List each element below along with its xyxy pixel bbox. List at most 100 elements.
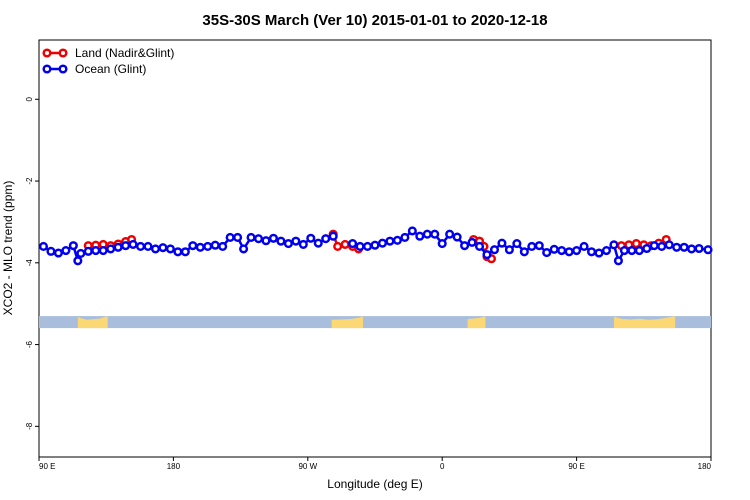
legend-marker-0-b bbox=[58, 48, 68, 58]
series-1 bbox=[38, 226, 713, 266]
series-1-point bbox=[512, 239, 522, 249]
series-1-point bbox=[579, 241, 589, 252]
series-1-point bbox=[527, 241, 537, 252]
series-1-point bbox=[482, 250, 492, 260]
series-1-point bbox=[437, 239, 447, 249]
series-1-point bbox=[679, 242, 689, 252]
series-1-point bbox=[233, 232, 243, 243]
series-1-point bbox=[400, 232, 410, 243]
series-1-point bbox=[542, 248, 552, 258]
legend-label-0: Land (Nadir&Glint) bbox=[75, 46, 174, 60]
series-1-point bbox=[46, 246, 56, 256]
series-1-point bbox=[460, 241, 470, 251]
x-tick-label-5: 180 bbox=[698, 462, 712, 471]
series-1-point bbox=[694, 243, 704, 254]
series-1-point bbox=[61, 245, 71, 256]
x-tick-label-4: 90 E bbox=[568, 462, 584, 471]
series-1-point bbox=[627, 245, 637, 256]
y-axis-label: XCO2 - MLO trend (ppm) bbox=[1, 181, 15, 316]
series-1-point bbox=[128, 239, 138, 249]
series-1-point bbox=[355, 241, 365, 252]
land-segment-1 bbox=[331, 316, 364, 329]
series-1-point bbox=[549, 244, 559, 254]
land-segment-3 bbox=[613, 316, 676, 329]
x-tick-label-0: 90 E bbox=[39, 462, 55, 471]
series-1-point bbox=[430, 229, 440, 239]
series-1-point bbox=[362, 241, 373, 252]
x-axis: 90 E 180 90 W 0 90 E 180 bbox=[38, 457, 712, 471]
chart-title: 35S-30S March (Ver 10) 2015-01-01 to 202… bbox=[202, 12, 547, 29]
series-1-point bbox=[415, 231, 425, 241]
series-1-point bbox=[586, 247, 597, 257]
series-1-point bbox=[377, 238, 388, 248]
series-1-point bbox=[534, 241, 544, 251]
series-1-point bbox=[283, 239, 293, 249]
series-1-point bbox=[218, 241, 228, 252]
series-1-point bbox=[687, 244, 697, 254]
series-1-point bbox=[609, 240, 619, 250]
x-axis-label: Longitude (deg E) bbox=[327, 477, 422, 491]
y-tick-label-2: -4 bbox=[25, 259, 34, 267]
series-1-point bbox=[225, 232, 235, 243]
y-tick-label-4: -8 bbox=[25, 422, 34, 430]
legend-label-1: Ocean (Glint) bbox=[75, 62, 146, 76]
series-1-point bbox=[298, 239, 308, 249]
series-1-point bbox=[452, 232, 462, 242]
series-1-point bbox=[348, 239, 358, 249]
series-1-point bbox=[98, 245, 108, 256]
series-1-point bbox=[321, 234, 331, 244]
series-1-point bbox=[239, 244, 249, 254]
series-1-point bbox=[370, 240, 380, 250]
series-1-point bbox=[121, 241, 131, 251]
series-1-point bbox=[672, 242, 682, 252]
series-1-point bbox=[180, 247, 190, 257]
y-tick-label-1: -2 bbox=[25, 177, 34, 185]
series-1-point bbox=[392, 235, 402, 245]
series-1-point bbox=[649, 241, 659, 251]
series-1-point bbox=[261, 236, 271, 246]
series-1-point bbox=[188, 241, 198, 251]
series-1-point bbox=[328, 231, 338, 241]
series-1-point bbox=[422, 229, 432, 239]
x-tick-label-3: 0 bbox=[440, 462, 445, 471]
series-layer bbox=[38, 226, 713, 266]
series-1-point bbox=[313, 238, 323, 248]
series-1-point bbox=[489, 245, 500, 255]
series-1-point bbox=[664, 240, 674, 250]
legend-marker-1 bbox=[42, 64, 52, 74]
surface-strip bbox=[39, 316, 711, 329]
series-0-point bbox=[631, 239, 641, 249]
series-1-point bbox=[657, 241, 667, 252]
series-1-point bbox=[38, 241, 49, 252]
series-1-point bbox=[76, 248, 86, 258]
series-1-point bbox=[113, 242, 123, 252]
land-segment-2 bbox=[467, 316, 486, 329]
series-1-point bbox=[253, 234, 264, 244]
series-1-point bbox=[210, 240, 220, 250]
series-1-point bbox=[564, 247, 574, 257]
series-1-point bbox=[291, 236, 301, 246]
series-1-point bbox=[165, 244, 175, 254]
series-1-point bbox=[557, 245, 567, 256]
series-1-point bbox=[407, 226, 417, 236]
series-1-point bbox=[497, 238, 507, 248]
series-1-point bbox=[594, 248, 604, 258]
series-1-point bbox=[143, 241, 153, 252]
series-1-point bbox=[619, 245, 629, 256]
ocean-strip bbox=[39, 316, 711, 329]
series-1-point bbox=[203, 241, 213, 252]
series-1-point bbox=[135, 241, 146, 252]
series-1-point bbox=[601, 245, 612, 256]
series-1-point bbox=[385, 236, 395, 246]
series-1-point bbox=[703, 245, 713, 255]
series-1-point bbox=[445, 229, 455, 239]
x-tick-label-1: 180 bbox=[167, 462, 181, 471]
series-0-point bbox=[340, 239, 350, 249]
series-1-point bbox=[158, 243, 168, 253]
series-1-point bbox=[474, 241, 485, 252]
series-1-point bbox=[306, 233, 316, 243]
series-1-point bbox=[53, 248, 63, 258]
y-tick-label-3: -6 bbox=[25, 340, 34, 348]
series-1-point bbox=[83, 246, 93, 256]
